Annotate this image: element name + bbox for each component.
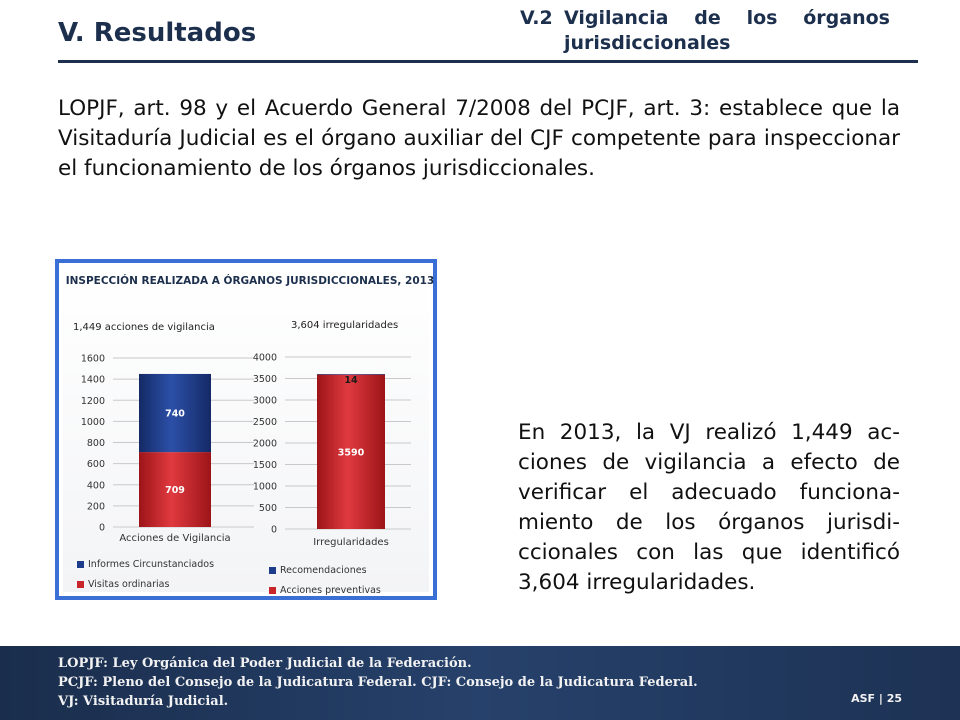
chart-plot: 0 200 400 600 800 1000 1200 1400 1600 709 740 Accio… <box>81 353 411 548</box>
bar-data-label: 740 <box>165 409 185 420</box>
y-tick-label: 400 <box>87 480 105 491</box>
bar-data-label: 14 <box>344 375 358 386</box>
legend-item-recomendaciones: Recomendaciones <box>269 560 381 580</box>
y-tick-label: 1000 <box>81 417 105 428</box>
y-tick-label: 1600 <box>81 354 105 365</box>
y-tick-label: 2500 <box>253 417 277 428</box>
y-tick-label: 0 <box>99 523 105 534</box>
legend-item-visitas: Visitas ordinarias <box>77 574 214 594</box>
chart-subtitle-right: 3,604 irregularidades <box>291 320 399 331</box>
y-tick-label: 4000 <box>253 353 277 364</box>
x-category-label: Irregularidades <box>313 537 389 548</box>
legend-label: Recomendaciones <box>280 564 367 576</box>
bar-data-label: 709 <box>165 485 185 496</box>
footer-notes: LOPJF: Ley Orgánica del Poder Judicial d… <box>58 654 818 711</box>
bar-blue-segment <box>317 374 385 375</box>
chart-subtitle-left: 1,449 acciones de vigilancia <box>73 322 215 333</box>
intro-paragraph: LOPJF, art. 98 y el Acuerdo General 7/20… <box>58 96 900 181</box>
subtitle-number: V.2 <box>520 7 553 29</box>
legend-swatch-blue <box>77 560 84 568</box>
y-tick-label: 200 <box>87 501 105 512</box>
footnote-pcjf-cjf: PCJF: Pleno del Consejo de la Judicatura… <box>58 675 698 690</box>
y-tick-label: 2000 <box>253 439 277 450</box>
legend-swatch-blue <box>269 566 276 574</box>
y-tick-label: 3500 <box>253 374 277 385</box>
legend-item-preventivas: Acciones preventivas <box>269 580 381 600</box>
bar-data-label: 3590 <box>338 447 365 458</box>
chart-frame: INSPECCIÓN REALIZADA A ÓRGANOS JURISDICC… <box>55 259 437 600</box>
y-tick-label: 600 <box>87 459 105 470</box>
footer-bar: LOPJF: Ley Orgánica del Poder Judicial d… <box>0 646 960 720</box>
y-tick-label: 1200 <box>81 396 105 407</box>
y-tick-label: 1000 <box>253 482 277 493</box>
bar-red-segment <box>139 452 211 527</box>
title-divider <box>58 60 918 63</box>
legend-right: Recomendaciones Acciones preventivas <box>269 560 381 600</box>
chart-title: INSPECCIÓN REALIZADA A ÓRGANOS JURISDICC… <box>65 275 435 287</box>
summary-paragraph: En 2013, la VJ realizó 1,449 ac-ciones d… <box>518 420 900 595</box>
legend-label: Informes Circunstanciados <box>88 558 215 570</box>
subtitle-text: Vigilancia de los órganos jurisdiccional… <box>564 7 890 54</box>
footnote-vj: VJ: Visitaduría Judicial. <box>58 694 229 709</box>
legend-left: Informes Circunstanciados Visitas ordina… <box>77 554 214 594</box>
legend-label: Acciones preventivas <box>280 584 381 596</box>
y-tick-label: 500 <box>259 503 277 514</box>
y-tick-label: 3000 <box>253 396 277 407</box>
bar-blue-segment <box>139 373 211 453</box>
bar-red-segment <box>317 374 385 529</box>
x-category-label: Acciones de Vigilancia <box>119 533 230 544</box>
y-tick-label: 800 <box>87 438 105 449</box>
footnote-lopjf: LOPJF: Ley Orgánica del Poder Judicial d… <box>58 656 472 671</box>
legend-swatch-red <box>269 586 276 594</box>
legend-label: Visitas ordinarias <box>88 578 170 590</box>
page-number: ASF | 25 <box>851 692 902 705</box>
legend-swatch-red <box>77 580 84 588</box>
y-tick-label: 0 <box>271 525 277 536</box>
section-title: V. Resultados <box>58 18 257 48</box>
y-tick-label: 1400 <box>81 375 105 386</box>
legend-item-informes: Informes Circunstanciados <box>77 554 214 574</box>
y-tick-label: 1500 <box>253 460 277 471</box>
